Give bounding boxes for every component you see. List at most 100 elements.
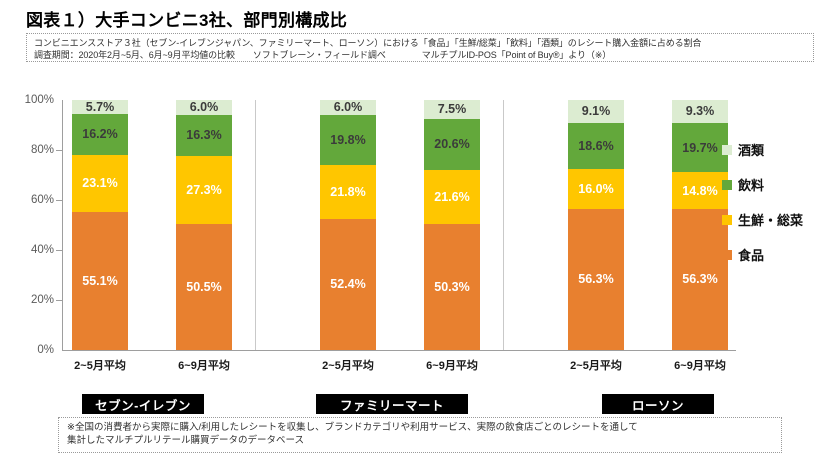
bar-segment-label: 6.0%: [189, 100, 219, 115]
bar-segment-label: 16.3%: [186, 128, 222, 143]
y-tick-label: 100%: [24, 94, 54, 106]
stacked-bar[interactable]: 7.5% 20.6% 21.6% 50.3%: [424, 100, 480, 350]
bar-segment-label: 14.8%: [682, 183, 718, 198]
bar-segment[interactable]: 14.8%: [672, 172, 728, 210]
legend-label: 飲料: [738, 178, 765, 193]
bar-segment[interactable]: 9.1%: [568, 100, 624, 123]
bar-segment[interactable]: 16.0%: [568, 169, 624, 210]
bar-segment-label: 50.5%: [186, 279, 222, 294]
footnote-box: ※全国の消費者から実際に購入/利用したレシートを収集し、ブランドカテゴリや利用サ…: [58, 417, 782, 453]
bar-segment[interactable]: 56.3%: [568, 209, 624, 350]
bar-segment[interactable]: 20.6%: [424, 118, 480, 171]
legend-swatch-icon: [722, 214, 732, 225]
bar-segment[interactable]: 21.8%: [320, 164, 376, 219]
stacked-bar[interactable]: 9.1% 18.6% 16.0% 56.3%: [568, 100, 624, 350]
legend-label: 酒類: [738, 143, 765, 158]
survey-database: マルチプルID-POS「Point of Buy®」より（※）: [421, 50, 612, 60]
bar-segment[interactable]: 6.0%: [176, 100, 232, 115]
bar-segment-label: 21.6%: [434, 190, 470, 204]
y-tick-label: 20%: [30, 294, 54, 306]
x-axis-label: 6~9月平均: [674, 360, 726, 372]
stacked-bar[interactable]: 6.0% 19.8% 21.8% 52.4%: [320, 100, 376, 350]
y-tick-mark: [56, 300, 63, 301]
group-name-tag: ローソン: [602, 394, 714, 414]
y-tick-label: 80%: [30, 144, 54, 156]
x-axis-label: 2~5月平均: [74, 360, 126, 372]
bar-segment-label: 23.1%: [82, 176, 118, 191]
stacked-bar[interactable]: 5.7% 16.2% 23.1% 55.1%: [72, 100, 128, 350]
stacked-bar[interactable]: 6.0% 16.3% 27.3% 50.5%: [176, 100, 232, 350]
bar-segment-label: 7.5%: [437, 102, 467, 117]
bar-segment[interactable]: 16.3%: [176, 114, 232, 156]
bar-segment-label: 18.6%: [578, 138, 614, 153]
y-tick-mark: [56, 250, 63, 251]
x-axis-label: 2~5月平均: [322, 360, 374, 372]
legend-item[interactable]: 食品: [722, 237, 834, 272]
bar-segment-label: 9.3%: [685, 104, 715, 119]
bar-segment[interactable]: 52.4%: [320, 219, 376, 350]
bar-segment-label: 19.8%: [330, 132, 366, 147]
bar-segment-label: 19.7%: [682, 140, 718, 155]
bar-segment-label: 5.7%: [85, 100, 115, 114]
legend-swatch-icon: [722, 144, 732, 155]
y-axis-line: [62, 100, 63, 350]
bar-segment[interactable]: 19.8%: [320, 115, 376, 165]
y-axis-labels: 0% 20% 40% 60% 80% 100%: [8, 94, 54, 356]
survey-period: 調査期間：2020年2月~5月、6月~9月平均値の比較: [34, 50, 235, 60]
bar-segment-label: 27.3%: [186, 182, 222, 197]
bar-segment-label: 20.6%: [434, 137, 470, 152]
y-tick-mark: [56, 150, 63, 151]
y-tick-label: 0%: [37, 344, 54, 356]
bar-segment[interactable]: 5.7%: [72, 100, 128, 115]
bar-segment[interactable]: 50.5%: [176, 223, 232, 350]
footnote-line-2: 集計したマルチプルリテール購買データのデータベース: [67, 435, 305, 446]
bar-segment[interactable]: 6.0%: [320, 100, 376, 115]
bar-segment[interactable]: 56.3%: [672, 209, 728, 351]
bar-segment-label: 21.8%: [330, 184, 366, 199]
bar-segment[interactable]: 50.3%: [424, 224, 480, 350]
bar-segment[interactable]: 7.5%: [424, 100, 480, 119]
bar-segment[interactable]: 19.7%: [672, 123, 728, 173]
group-name-tag: ファミリーマート: [316, 394, 468, 414]
y-tick-mark: [56, 200, 63, 201]
y-tick-label: 60%: [30, 194, 54, 206]
legend-item[interactable]: 生鮮・総菜: [722, 202, 834, 237]
x-axis-label: 6~9月平均: [178, 360, 230, 372]
bar-segment-label: 16.2%: [82, 127, 118, 142]
bar-segment-label: 56.3%: [578, 272, 614, 287]
subtitle-line-1: コンビニエンスストア３社（セブン-イレブンジャパン、ファミリーマート、ローソン）…: [34, 38, 702, 48]
group-name-tag: セブン-イレブン: [82, 394, 204, 414]
survey-source: ソフトブレーン・フィールド調べ: [252, 50, 386, 60]
bar-segment-label: 50.3%: [434, 279, 470, 294]
bar-segment[interactable]: 23.1%: [72, 154, 128, 213]
footnote-line-1: ※全国の消費者から実際に購入/利用したレシートを収集し、ブランドカテゴリや利用サ…: [67, 422, 638, 433]
x-axis-label: 2~5月平均: [570, 360, 622, 372]
chart-legend: 酒類飲料生鮮・総菜食品: [722, 132, 834, 272]
bar-segment-label: 55.1%: [82, 273, 118, 288]
bar-segment[interactable]: 9.3%: [672, 100, 728, 124]
subtitle-note-box: コンビニエンスストア３社（セブン-イレブンジャパン、ファミリーマート、ローソン）…: [26, 33, 814, 62]
bar-segment[interactable]: 16.2%: [72, 114, 128, 155]
bar-segment[interactable]: 27.3%: [176, 155, 232, 224]
bar-segment-label: 16.0%: [578, 182, 614, 196]
page-title: 図表１）大手コンビニ3社、部門別構成比: [26, 11, 348, 30]
legend-label: 食品: [738, 248, 765, 263]
x-axis-label: 6~9月平均: [426, 360, 478, 372]
legend-swatch-icon: [722, 249, 732, 260]
legend-swatch-icon: [722, 179, 732, 190]
bar-segment-label: 52.4%: [330, 277, 366, 292]
bar-segment[interactable]: 18.6%: [568, 122, 624, 170]
group-separator: [255, 100, 256, 350]
group-separator: [503, 100, 504, 350]
stacked-bar[interactable]: 9.3% 19.7% 14.8% 56.3%: [672, 100, 728, 351]
bar-segment-label: 9.1%: [581, 104, 611, 119]
chart-plot-area: 0% 20% 40% 60% 80% 100% 5.7% 16.2% 23.1% 55.1% 6.…: [0, 94, 840, 356]
bar-segment-label: 6.0%: [333, 100, 363, 115]
y-tick-label: 40%: [30, 244, 54, 256]
legend-item[interactable]: 酒類: [722, 132, 834, 167]
bar-segment[interactable]: 21.6%: [424, 170, 480, 225]
legend-label: 生鮮・総菜: [738, 213, 804, 228]
legend-item[interactable]: 飲料: [722, 167, 834, 202]
bar-segment[interactable]: 55.1%: [72, 212, 128, 350]
bar-segment-label: 56.3%: [682, 272, 718, 287]
